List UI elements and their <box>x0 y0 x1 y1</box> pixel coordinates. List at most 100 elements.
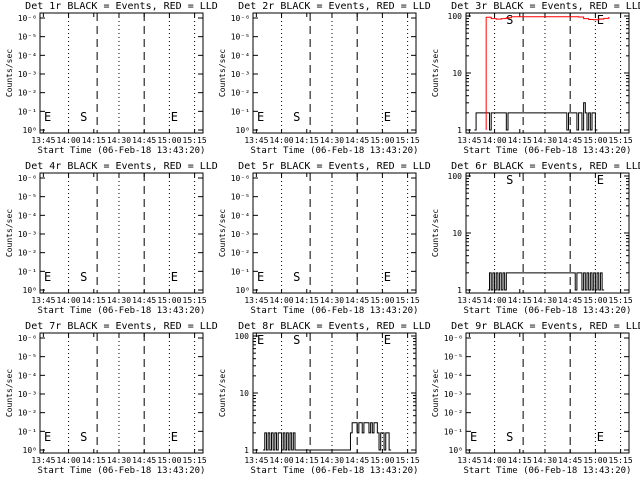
end-marker: E <box>384 270 391 284</box>
start-marker: S <box>506 173 513 187</box>
y-axis-label: Counts/sec <box>5 369 14 417</box>
y-tick-label: 10⁻¹ <box>231 267 250 276</box>
y-tick-label: 10⁻² <box>231 89 250 98</box>
y-tick-label: 10⁻³ <box>444 390 463 399</box>
y-tick-label: 10⁻² <box>18 409 37 418</box>
plot-frame <box>252 12 417 134</box>
x-tick-label: 14:30 <box>320 296 344 305</box>
x-tick-label: 15:00 <box>583 296 607 305</box>
y-axis-label: Counts/sec <box>218 49 227 97</box>
x-axis-label: Start Time (06-Feb-18 13:43:20) <box>251 146 419 156</box>
y-tick-label: 10⁻² <box>18 89 37 98</box>
x-tick-label: 15:15 <box>396 296 420 305</box>
x-tick-label: 15:00 <box>370 136 394 145</box>
end-marker: E <box>597 13 604 27</box>
x-tick-label: 14:45 <box>345 136 369 145</box>
y-tick-label: 10⁰ <box>449 446 463 455</box>
x-tick-label: 15:15 <box>609 296 633 305</box>
x-tick-label: 14:30 <box>320 136 344 145</box>
y-tick-label: 10⁻⁵ <box>18 193 37 202</box>
x-tick-label: 14:15 <box>82 296 106 305</box>
panel-title: Det 4r BLACK = Events, RED = LLD <box>25 161 218 172</box>
x-tick-label: 14:15 <box>295 296 319 305</box>
y-tick-label: 1 <box>457 286 462 295</box>
y-tick-label: 10⁻⁵ <box>231 193 250 202</box>
x-tick-label: 14:30 <box>533 136 557 145</box>
end-marker: E <box>384 110 391 124</box>
y-tick-label: 10⁻² <box>18 249 37 258</box>
x-tick-label: 14:45 <box>132 296 156 305</box>
end-marker: E <box>171 430 178 444</box>
x-tick-label: 14:45 <box>558 456 582 465</box>
x-tick-label: 14:15 <box>508 456 532 465</box>
x-tick-label: 15:00 <box>157 456 181 465</box>
x-axis-label: Start Time (06-Feb-18 13:43:20) <box>38 306 206 316</box>
x-tick-label: 13:45 <box>31 456 55 465</box>
x-tick-label: 15:00 <box>583 456 607 465</box>
y-tick-label: 10⁻³ <box>231 230 250 239</box>
x-tick-label: 15:00 <box>370 456 394 465</box>
start-marker: S <box>80 270 87 284</box>
x-tick-label: 14:00 <box>270 296 294 305</box>
y-tick-label: 10 <box>452 69 462 78</box>
y-tick-label: 100 <box>448 12 463 21</box>
plot-frame <box>39 12 204 134</box>
plot-frame <box>465 12 630 134</box>
end-marker: E <box>384 333 391 347</box>
y-tick-label: 10⁻⁴ <box>231 51 250 60</box>
x-tick-label: 13:45 <box>457 456 481 465</box>
x-tick-label: 14:30 <box>533 456 557 465</box>
end-marker: E <box>597 173 604 187</box>
end-marker-left: E <box>44 110 51 124</box>
plot-frame <box>465 172 630 294</box>
start-marker: S <box>293 333 300 347</box>
y-tick-label: 10⁻¹ <box>18 107 37 116</box>
x-tick-label: 14:45 <box>345 456 369 465</box>
x-tick-label: 14:15 <box>295 136 319 145</box>
x-tick-label: 14:45 <box>558 136 582 145</box>
plot-frame <box>39 172 204 294</box>
x-tick-label: 14:00 <box>57 296 81 305</box>
start-marker: S <box>506 430 513 444</box>
start-marker: S <box>80 430 87 444</box>
x-tick-label: 14:30 <box>107 136 131 145</box>
y-tick-label: 10⁻⁶ <box>18 174 37 183</box>
y-tick-label: 10⁻⁶ <box>18 14 37 23</box>
end-marker-left: E <box>44 270 51 284</box>
x-tick-label: 15:15 <box>609 456 633 465</box>
start-marker: S <box>293 110 300 124</box>
y-tick-label: 10⁻⁵ <box>18 353 37 362</box>
y-tick-label: 10⁻¹ <box>231 107 250 116</box>
end-marker: E <box>597 430 604 444</box>
x-axis-label: Start Time (06-Feb-18 13:43:20) <box>464 466 632 476</box>
x-tick-label: 13:45 <box>457 136 481 145</box>
y-tick-label: 10⁰ <box>236 286 250 295</box>
x-tick-label: 15:15 <box>609 136 633 145</box>
y-tick-label: 10⁻⁶ <box>444 334 463 343</box>
end-marker-left: E <box>257 110 264 124</box>
x-tick-label: 13:45 <box>244 296 268 305</box>
y-tick-label: 10 <box>239 389 249 398</box>
y-axis-label: Counts/sec <box>431 49 440 97</box>
y-tick-label: 10⁻³ <box>18 70 37 79</box>
y-tick-label: 10⁻⁶ <box>231 174 250 183</box>
end-marker-left: E <box>470 430 477 444</box>
y-tick-label: 10⁻⁶ <box>18 334 37 343</box>
y-tick-label: 1 <box>457 126 462 135</box>
x-axis-label: Start Time (06-Feb-18 13:43:20) <box>464 146 632 156</box>
events-series-line <box>474 102 598 131</box>
x-tick-label: 14:15 <box>508 136 532 145</box>
y-tick-label: 10⁻³ <box>231 70 250 79</box>
y-tick-label: 10⁻⁴ <box>231 211 250 220</box>
lld-series-line <box>485 16 610 130</box>
y-axis-label: Counts/sec <box>218 369 227 417</box>
x-tick-label: 15:00 <box>370 296 394 305</box>
y-tick-label: 10⁰ <box>236 126 250 135</box>
x-tick-label: 13:45 <box>31 136 55 145</box>
